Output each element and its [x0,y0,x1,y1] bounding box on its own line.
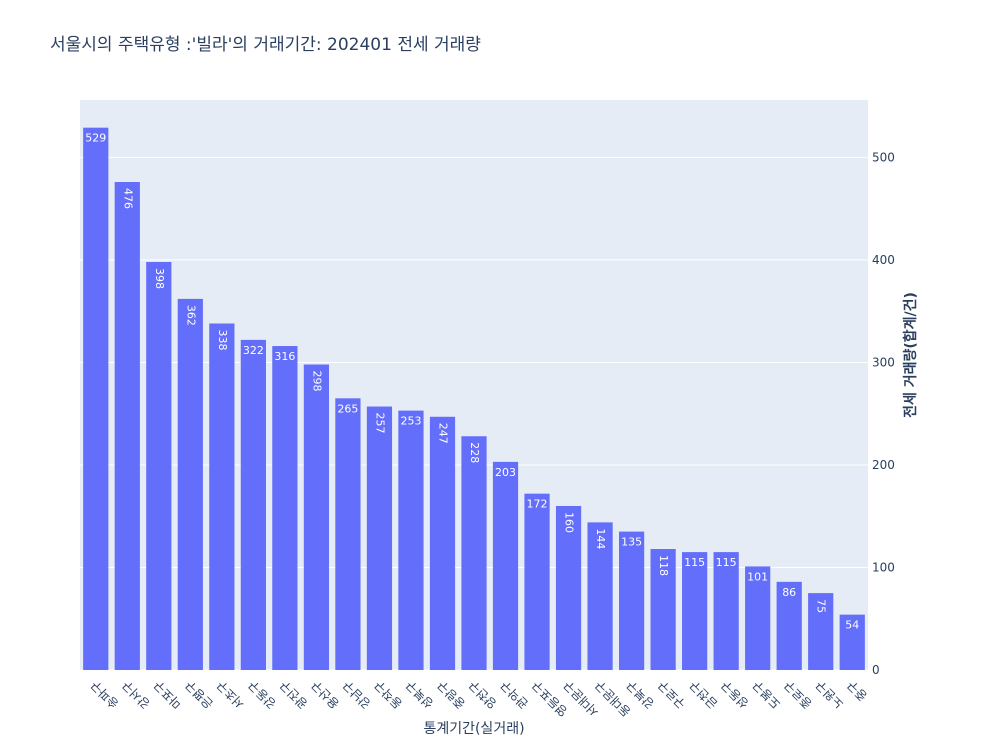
bar [303,364,330,670]
bar [398,410,424,670]
bar-value-label: 398 [153,268,166,289]
x-axis-title: 통계기간(실거래) [423,721,524,737]
chart-title: 서울시의 주택유형 :'빌라'의 거래기간: 202401 전세 거래량 [50,35,481,55]
x-tick-label: 강서구 [120,678,153,711]
bar [366,406,393,670]
bar [177,298,203,670]
bar-value-label: 265 [337,402,358,415]
bar-value-label: 115 [716,556,737,569]
x-tick-label: 성동구 [718,678,751,711]
bar-value-label: 298 [310,370,323,391]
x-tick-label: 양천구 [466,678,500,712]
bar-value-label: 476 [121,188,134,209]
y-tick-label: 500 [872,150,895,164]
x-tick-label: 구로구 [655,678,688,711]
x-tick-label: 은평구 [183,678,216,711]
bar-value-label: 316 [274,350,295,363]
x-tick-label: 금천구 [686,678,720,712]
bar [524,493,550,670]
x-tick-label: 영등포구 [529,678,570,719]
bar [808,593,834,670]
bar-value-label: 101 [747,570,768,583]
y-tick-label: 300 [872,355,895,369]
bar-value-label: 322 [243,344,264,357]
bar-value-label: 172 [527,498,548,511]
bar [272,346,298,670]
bar-value-label: 203 [495,466,516,479]
bar [209,323,235,670]
x-tick-label: 강동구 [246,678,279,711]
x-tick-label: 광진구 [277,678,310,711]
bar [745,566,771,670]
y-axis-title: 전세 거래량(합계/건) [902,292,919,418]
bar-value-label: 228 [468,442,481,463]
bar [776,581,802,670]
y-tick-label: 400 [872,253,895,267]
bar-value-label: 118 [657,555,670,576]
bar [492,461,519,670]
x-tick-label: 관악구 [498,678,531,711]
bar [839,614,865,670]
bar-value-label: 75 [815,599,828,613]
x-tick-label: 중랑구 [435,678,468,711]
bar-value-label: 257 [373,413,386,434]
x-tick-label: 동작구 [372,678,405,711]
bar-value-label: 338 [216,329,229,350]
y-axis-ticks: 0 100 200 300 400 500 [872,150,895,677]
bar-value-label: 115 [684,556,705,569]
bar-value-label: 54 [845,619,859,632]
x-tick-label: 성북구 [403,678,436,711]
x-axis-ticks: 송파구강서구마포구은평구서초구강동구광진구용산구강남구동작구성북구중랑구양천구관… [88,678,870,719]
bar [713,552,739,670]
bar-value-label: 247 [436,423,449,444]
bar [682,552,708,670]
bar [429,416,456,670]
bar-value-label: 253 [400,415,421,428]
bar [83,127,109,670]
x-tick-label: 서초구 [214,678,247,711]
x-tick-label: 송파구 [88,678,121,711]
x-tick-label: 도봉구 [750,678,783,711]
x-tick-label: 노원구 [813,678,846,711]
bar-value-label: 86 [782,586,796,599]
bar-value-label: 144 [594,528,607,549]
bar [587,522,613,670]
bar-value-label: 135 [621,536,642,549]
x-tick-label: 용산구 [309,678,342,711]
x-tick-label: 마포구 [151,678,184,711]
y-tick-label: 0 [872,663,880,677]
bar [555,505,582,670]
bar [335,398,361,670]
bar [618,531,645,670]
bar [114,182,140,670]
bars: 529 476 398 362 338 322 316 298 265 257 253 247 228 2… [83,127,865,670]
bar-value-label: 362 [184,305,197,326]
bar-value-label: 160 [563,512,576,533]
x-tick-label: 종로구 [781,678,814,711]
x-tick-label: 강남구 [340,678,373,711]
x-tick-label: 중구 [844,678,870,704]
bar [650,549,676,670]
bar [146,261,172,670]
bar [240,339,266,670]
bar [461,436,487,670]
y-tick-label: 100 [872,560,895,574]
y-tick-label: 200 [872,458,895,472]
bar-value-label: 529 [85,132,106,145]
